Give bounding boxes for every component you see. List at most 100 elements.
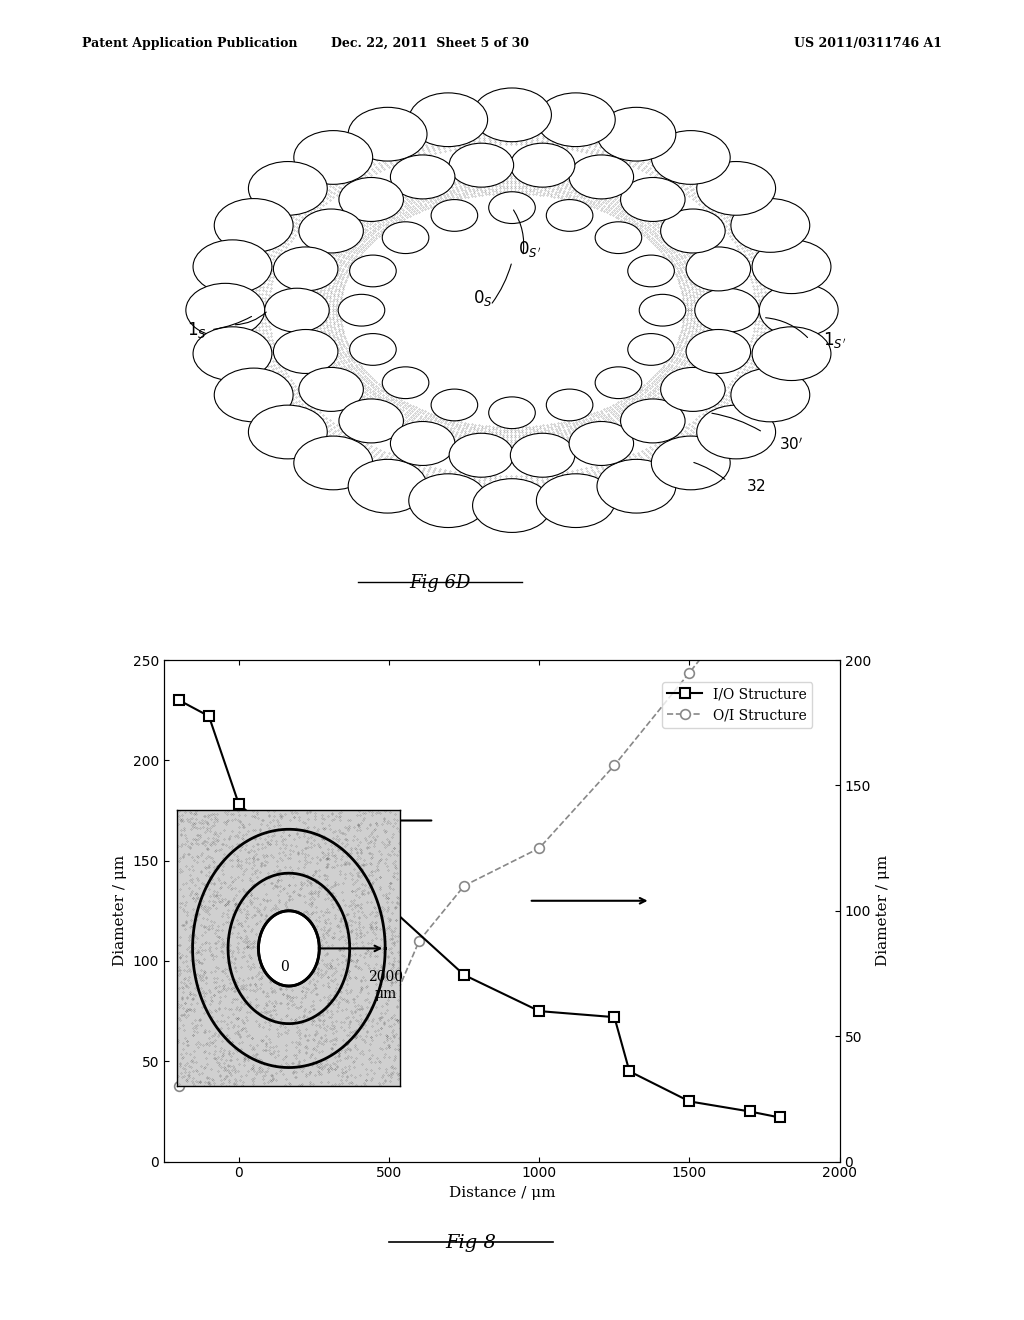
Circle shape <box>294 131 373 185</box>
Text: Patent Application Publication: Patent Application Publication <box>82 37 297 50</box>
I/O Structure <box>743 1104 756 1119</box>
Circle shape <box>194 327 272 380</box>
Text: Fig 8: Fig 8 <box>445 1234 497 1253</box>
Circle shape <box>731 368 810 422</box>
O/I Structure <box>683 664 695 681</box>
Circle shape <box>431 389 477 421</box>
Circle shape <box>349 255 396 286</box>
O/I Structure <box>413 933 425 949</box>
I/O Structure <box>232 796 245 812</box>
I/O Structure <box>683 1093 695 1109</box>
Circle shape <box>339 399 403 444</box>
Text: US 2011/0311746 A1: US 2011/0311746 A1 <box>794 37 942 50</box>
O/I Structure <box>173 1078 185 1094</box>
Circle shape <box>338 294 385 326</box>
Circle shape <box>694 288 759 333</box>
Circle shape <box>686 247 751 290</box>
Circle shape <box>569 154 634 199</box>
Circle shape <box>409 92 487 147</box>
O/I Structure <box>458 878 470 894</box>
O/I Structure <box>383 1003 395 1019</box>
Text: $32$: $32$ <box>745 478 766 494</box>
O/I Structure <box>773 589 785 605</box>
Circle shape <box>390 421 455 466</box>
Circle shape <box>348 107 427 161</box>
O/I Structure <box>203 1071 215 1086</box>
Circle shape <box>273 247 338 290</box>
Text: $0_S$: $0_S$ <box>473 288 494 308</box>
Circle shape <box>547 199 593 231</box>
Circle shape <box>409 474 487 528</box>
Circle shape <box>621 399 685 444</box>
Circle shape <box>760 284 839 337</box>
Circle shape <box>660 209 725 253</box>
Circle shape <box>390 154 455 199</box>
Circle shape <box>597 107 676 161</box>
Circle shape <box>595 367 642 399</box>
Line: O/I Structure: O/I Structure <box>174 593 784 1092</box>
Circle shape <box>214 198 293 252</box>
Text: $1_{S^{\prime}}$: $1_{S^{\prime}}$ <box>823 330 846 350</box>
Circle shape <box>547 389 593 421</box>
Y-axis label: Diameter / μm: Diameter / μm <box>877 855 891 966</box>
I/O Structure <box>534 1003 546 1019</box>
O/I Structure <box>308 1011 321 1027</box>
I/O Structure <box>308 859 321 875</box>
Circle shape <box>488 191 536 223</box>
Circle shape <box>339 177 403 222</box>
Circle shape <box>348 459 427 513</box>
Circle shape <box>510 433 574 478</box>
Circle shape <box>265 288 330 333</box>
O/I Structure <box>232 1034 245 1049</box>
I/O Structure <box>773 1110 785 1126</box>
Circle shape <box>537 92 615 147</box>
Circle shape <box>686 330 751 374</box>
Circle shape <box>621 177 685 222</box>
Circle shape <box>651 436 730 490</box>
Circle shape <box>450 433 514 478</box>
Circle shape <box>628 255 675 286</box>
Circle shape <box>273 330 338 374</box>
Circle shape <box>473 88 551 141</box>
Circle shape <box>299 209 364 253</box>
Y-axis label: Diameter / μm: Diameter / μm <box>113 855 127 966</box>
Circle shape <box>639 294 686 326</box>
X-axis label: Distance / μm: Distance / μm <box>449 1185 555 1200</box>
O/I Structure <box>743 589 756 605</box>
Circle shape <box>186 284 264 337</box>
Line: I/O Structure: I/O Structure <box>174 696 784 1122</box>
I/O Structure <box>203 709 215 725</box>
Circle shape <box>488 397 536 429</box>
Circle shape <box>214 368 293 422</box>
Circle shape <box>431 199 477 231</box>
Circle shape <box>752 240 830 293</box>
Circle shape <box>696 161 775 215</box>
I/O Structure <box>458 968 470 983</box>
Circle shape <box>450 143 514 187</box>
Circle shape <box>660 367 725 412</box>
Circle shape <box>569 421 634 466</box>
I/O Structure <box>624 1064 636 1080</box>
Circle shape <box>249 161 328 215</box>
Text: $1_S$: $1_S$ <box>186 319 207 339</box>
Circle shape <box>249 405 328 459</box>
Circle shape <box>651 131 730 185</box>
I/O Structure <box>173 692 185 708</box>
Text: $0_{S^{\prime}}$: $0_{S^{\prime}}$ <box>518 239 542 259</box>
Circle shape <box>294 436 373 490</box>
Text: Dec. 22, 2011  Sheet 5 of 30: Dec. 22, 2011 Sheet 5 of 30 <box>331 37 529 50</box>
Legend: I/O Structure, O/I Structure: I/O Structure, O/I Structure <box>662 682 812 729</box>
Text: Fig 6D: Fig 6D <box>410 574 471 593</box>
I/O Structure <box>383 899 395 915</box>
Circle shape <box>731 198 810 252</box>
Circle shape <box>597 459 676 513</box>
Circle shape <box>510 143 574 187</box>
Text: $30^{\prime}$: $30^{\prime}$ <box>779 436 804 453</box>
Circle shape <box>382 367 429 399</box>
I/O Structure <box>608 1010 621 1026</box>
Circle shape <box>537 474 615 528</box>
O/I Structure <box>534 840 546 855</box>
Circle shape <box>595 222 642 253</box>
Circle shape <box>194 240 272 293</box>
Circle shape <box>382 222 429 253</box>
